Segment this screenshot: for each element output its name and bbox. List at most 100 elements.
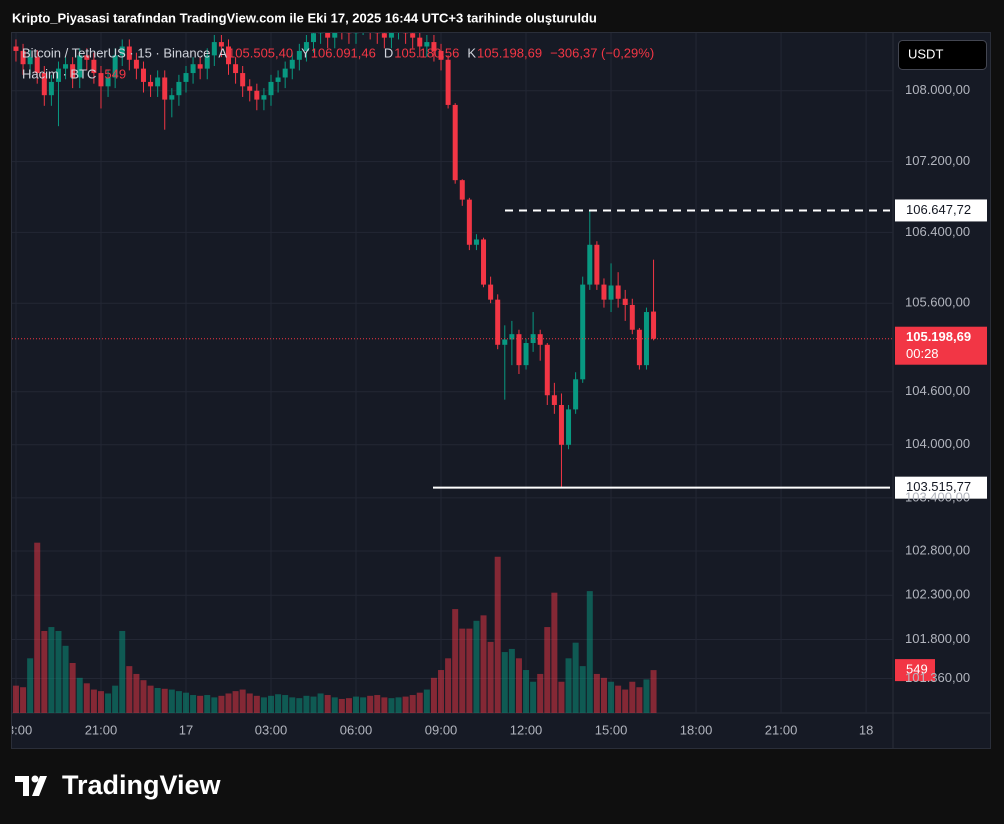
volume-bar [409, 695, 416, 713]
volume-bar [438, 670, 445, 713]
volume-bar [260, 697, 267, 713]
candle-body [240, 73, 246, 87]
volume-bar [579, 666, 586, 713]
volume-bar [338, 698, 345, 713]
volume-bar [480, 615, 487, 713]
candle-body [247, 86, 253, 91]
candle-body [176, 81, 182, 96]
candle-body [523, 343, 529, 366]
volume-bar [275, 694, 282, 713]
volume-bar [586, 591, 593, 713]
candle-body [98, 73, 104, 87]
volume-bar [367, 695, 374, 713]
candle-body [374, 33, 380, 34]
candle-body [296, 50, 302, 60]
legend-volume-value: 549 [104, 66, 126, 81]
candle-body [573, 379, 579, 410]
candle-body [20, 50, 26, 65]
candle-body [509, 334, 515, 340]
volume-bar [430, 677, 437, 713]
volume-bar [402, 696, 409, 713]
candle-body [318, 33, 324, 34]
candle-body [105, 77, 111, 87]
candle-body [594, 244, 600, 285]
candle-body [481, 239, 487, 285]
candle-body [303, 42, 309, 51]
volume-bar [650, 670, 657, 713]
candle-body [282, 68, 288, 78]
currency-button[interactable] [898, 40, 987, 70]
volume-bar [388, 698, 395, 713]
volume-bar [204, 695, 211, 713]
volume-bar [62, 645, 69, 713]
volume-bar [331, 697, 338, 713]
x-axis: 18:00 21:00 17 03:00 06:00 09:00 12:00 15:00 18:… [0, 722, 873, 737]
volume-bar [41, 630, 48, 713]
volume-bar [34, 542, 41, 713]
candle-body [353, 33, 359, 34]
candle-body [119, 46, 125, 56]
volume-bar [55, 630, 62, 713]
currency-label[interactable]: USDT [908, 46, 943, 61]
volume-bar [374, 695, 381, 713]
volume-bar [565, 658, 572, 713]
candle-body [218, 42, 224, 47]
last-price-label: 105.198,69 [906, 329, 971, 344]
y-tick-label: 107.200,00 [905, 153, 970, 168]
volume-bar [154, 688, 161, 713]
candle-body [381, 33, 387, 38]
x-tick-label: 15:00 [595, 722, 628, 737]
volume-bar [218, 695, 225, 713]
volume-bar [12, 685, 19, 713]
y-tick-label: 102.300,00 [905, 587, 970, 602]
volume-bar [105, 693, 112, 713]
volume-bar [324, 695, 331, 713]
candle-body [41, 73, 47, 96]
candle-body [516, 334, 522, 366]
last-price-box [895, 326, 987, 365]
x-tick-label: 06:00 [340, 722, 373, 737]
volume-value-box [895, 659, 935, 682]
legend-field-value: 105.198,69 [477, 45, 542, 60]
y-tick-label: 108.000,00 [905, 82, 970, 97]
candle-body [601, 284, 607, 300]
volume-bar [317, 693, 324, 713]
volume-bar [310, 696, 317, 713]
x-tick-label: 18 [859, 722, 873, 737]
volume-bar [445, 658, 452, 713]
candle-body [155, 77, 161, 87]
candle-body [537, 334, 543, 345]
volume-bar [615, 685, 622, 713]
candle-body [183, 73, 189, 82]
candle-body [438, 50, 444, 60]
brand-logo [15, 775, 47, 796]
candle-body [551, 395, 557, 405]
volume-bar [473, 620, 480, 713]
y-tick-label: 105.600,00 [905, 295, 970, 310]
x-tick-label: 17 [179, 722, 193, 737]
volume-bar [282, 695, 289, 713]
volume-bar [494, 556, 501, 713]
candle-body [275, 77, 281, 82]
candle-body [204, 55, 210, 69]
candle-body [233, 64, 239, 74]
volume-bar [253, 695, 260, 713]
volume-bar [395, 697, 402, 713]
legend-field-label: A [218, 45, 227, 60]
candle-body [473, 239, 479, 245]
legend-field-value: 105.505,40 [228, 45, 293, 60]
x-tick-label: 21:00 [85, 722, 118, 737]
legend-volume-title: Hacim · BTC [22, 66, 96, 81]
legend-field-label: D [384, 45, 393, 60]
candle-body [55, 68, 61, 82]
volume-bar [523, 670, 530, 713]
candle-body [431, 42, 437, 51]
candle-body [77, 55, 83, 78]
volume-bar [515, 658, 522, 713]
candle-body [636, 329, 642, 366]
countdown-label: 00:28 [906, 346, 939, 361]
x-tick-label: 18:00 [0, 722, 32, 737]
candle-body [410, 33, 416, 38]
legend-field-value: 105.180,56 [394, 45, 459, 60]
